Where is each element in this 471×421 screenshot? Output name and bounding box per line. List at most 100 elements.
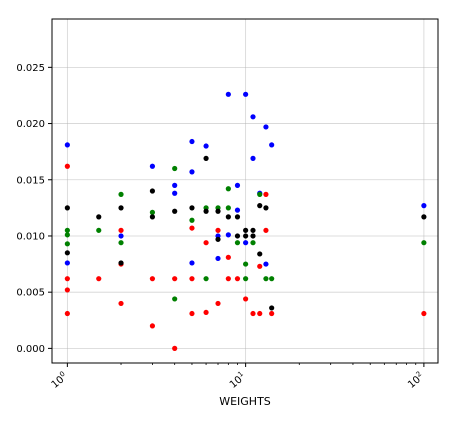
- scatter-point: [118, 240, 124, 246]
- scatter-point: [421, 203, 427, 209]
- scatter-point: [118, 300, 124, 307]
- scatter-point: [263, 227, 269, 233]
- scatter-point: [243, 227, 249, 233]
- scatter-point: [118, 191, 124, 197]
- scatter-point: [269, 276, 275, 282]
- scatter-point: [189, 276, 195, 282]
- scatter-point: [189, 225, 195, 231]
- scatter-point: [189, 260, 195, 266]
- scatter-point: [203, 309, 209, 316]
- scatter-point: [215, 255, 221, 262]
- scatter-point: [243, 296, 249, 302]
- axis-ticks: 0.000 0.005 0.010 0.015 0.020 0.025 100 101 102: [16, 63, 427, 391]
- y-tick-label: 0.020: [16, 119, 45, 130]
- scatter-point: [215, 208, 221, 214]
- scatter-point: [172, 208, 178, 214]
- data-points: [64, 91, 427, 351]
- scatter-point: [64, 250, 70, 256]
- x-tick-label: 102: [405, 370, 427, 391]
- scatter-point: [243, 91, 249, 97]
- scatter-point: [269, 142, 275, 148]
- scatter-point: [64, 260, 70, 266]
- y-tick-label: 0.000: [16, 344, 45, 355]
- y-tick-label: 0.005: [16, 288, 45, 299]
- scatter-point: [421, 240, 427, 246]
- scatter-point: [263, 205, 269, 211]
- x-tick-label: 101: [227, 370, 249, 391]
- scatter-point: [225, 254, 231, 260]
- scatter-point: [64, 276, 70, 282]
- scatter-point: [234, 214, 241, 220]
- scatter-point: [203, 155, 209, 161]
- scatter-point: [64, 227, 70, 233]
- scatter-point: [257, 310, 263, 317]
- scatter-point: [149, 214, 156, 220]
- scatter-point: [263, 276, 269, 282]
- scatter-point: [225, 232, 231, 238]
- scatter-point: [189, 169, 195, 175]
- grid: [52, 19, 438, 363]
- scatter-point: [234, 207, 241, 213]
- scatter-point: [421, 310, 427, 317]
- scatter-point: [225, 214, 231, 220]
- scatter-point: [225, 91, 231, 97]
- scatter-point: [118, 233, 124, 239]
- scatter-point: [172, 190, 178, 196]
- scatter-point: [118, 227, 124, 233]
- scatter-point: [149, 276, 156, 282]
- scatter-point: [243, 276, 249, 282]
- y-tick-label: 0.025: [16, 63, 45, 74]
- scatter-point: [257, 263, 263, 269]
- scatter-point: [149, 163, 156, 169]
- scatter-point: [64, 142, 70, 148]
- scatter-point: [172, 296, 178, 302]
- scatter-point: [172, 182, 178, 188]
- scatter-point: [189, 205, 195, 211]
- scatter-point: [64, 163, 70, 169]
- scatter-point: [189, 138, 195, 145]
- scatter-point: [243, 261, 249, 267]
- scatter-point: [203, 143, 209, 149]
- scatter-point: [96, 214, 102, 220]
- x-tick-label: 100: [48, 370, 70, 391]
- scatter-point: [118, 205, 124, 211]
- scatter-point: [269, 305, 275, 311]
- scatter-point: [149, 323, 156, 329]
- scatter-point: [225, 276, 231, 282]
- scatter-point: [250, 310, 256, 317]
- scatter-point: [234, 233, 241, 239]
- scatter-point: [64, 241, 70, 247]
- scatter-point: [64, 205, 70, 211]
- scatter-point: [118, 260, 124, 266]
- scatter-point: [257, 251, 263, 257]
- scatter-point: [64, 232, 70, 238]
- scatter-point: [263, 124, 269, 130]
- y-tick-label: 0.010: [16, 231, 45, 242]
- plot-frame: [51, 18, 439, 364]
- scatter-point: [203, 240, 209, 246]
- scatter-point: [243, 240, 249, 246]
- scatter-point: [172, 165, 178, 172]
- scatter-point: [234, 182, 241, 188]
- scatter-point: [215, 227, 221, 233]
- scatter-point: [203, 208, 209, 214]
- scatter-point: [421, 214, 427, 220]
- scatter-point: [250, 114, 256, 120]
- scatter-point: [234, 240, 241, 246]
- scatter-point: [203, 276, 209, 282]
- scatter-point: [172, 345, 178, 351]
- scatter-point: [269, 310, 275, 317]
- scatter-point: [189, 310, 195, 317]
- scatter-point: [96, 276, 102, 282]
- scatter-point: [257, 191, 263, 197]
- scatter-point: [250, 155, 256, 161]
- scatter-point: [149, 188, 156, 194]
- scatter-point: [64, 287, 70, 293]
- scatter-point: [149, 209, 156, 215]
- scatter-point: [215, 300, 221, 307]
- scatter-point: [263, 261, 269, 267]
- x-axis-label: WEIGHTS: [219, 395, 271, 408]
- scatter-point: [215, 236, 221, 242]
- y-tick-label: 0.015: [16, 175, 45, 186]
